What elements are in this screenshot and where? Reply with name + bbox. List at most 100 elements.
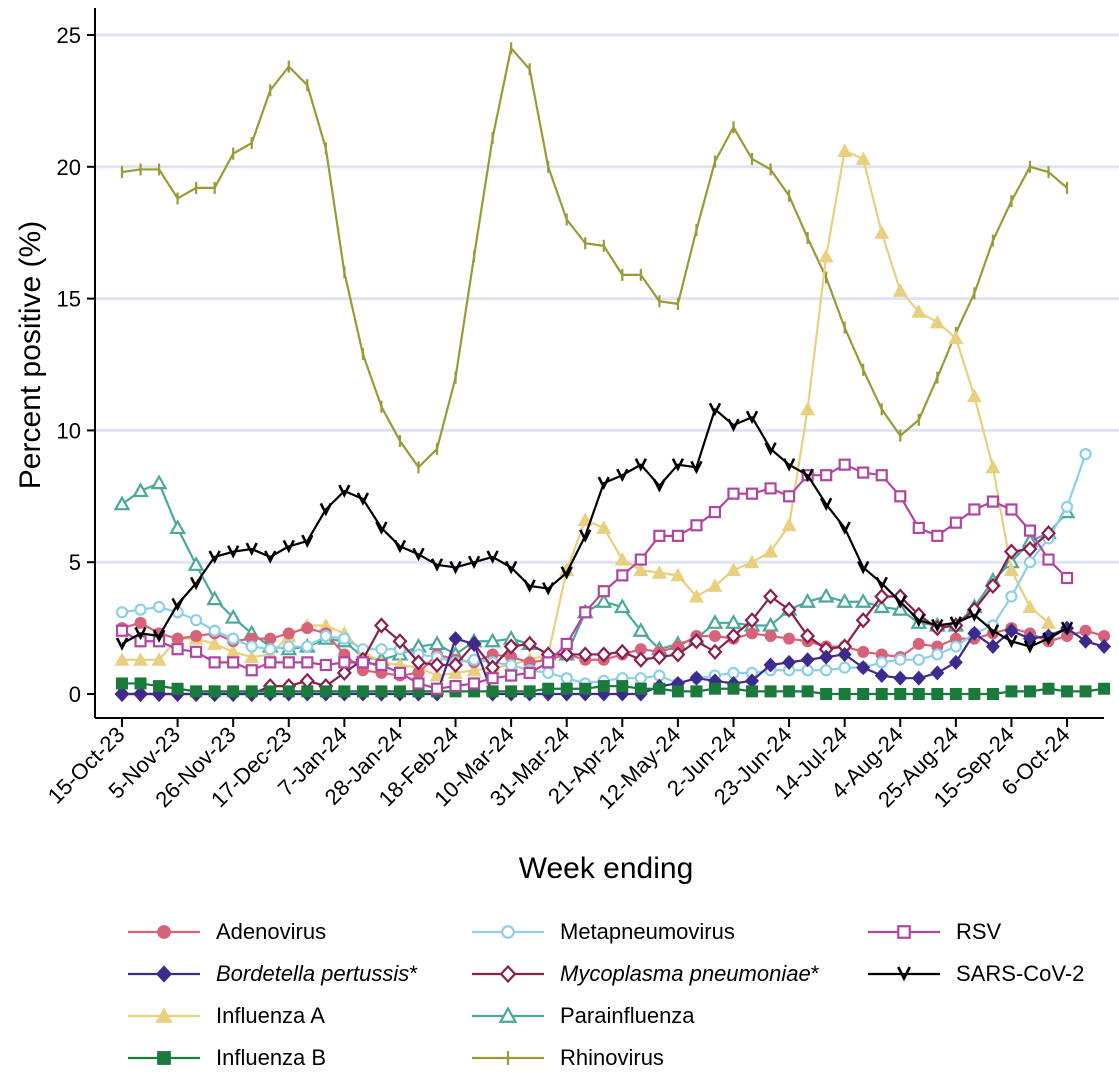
data-point: [505, 685, 518, 698]
series-influenza-b: [116, 677, 1111, 700]
data-point: [1042, 682, 1055, 695]
legend-label: Metapneumovirus: [560, 919, 735, 944]
data-point: [875, 576, 888, 591]
y-tick-label: 10: [57, 418, 81, 443]
data-point: [632, 622, 650, 637]
data-point: [393, 539, 407, 554]
data-point: [560, 682, 573, 695]
data-point: [894, 595, 907, 609]
data-point: [764, 442, 777, 456]
data-point: [171, 643, 184, 656]
data-point: [801, 468, 814, 483]
data-point: [171, 632, 184, 645]
line-chart: 051015202515-Oct-235-Nov-2326-Nov-2317-D…: [14, 8, 1119, 885]
data-point: [338, 632, 351, 645]
data-point: [245, 640, 258, 653]
data-point: [985, 639, 1000, 655]
y-tick-label: 20: [57, 155, 81, 180]
data-point: [893, 670, 908, 686]
data-point: [1023, 639, 1037, 654]
data-point: [430, 682, 444, 695]
data-point: [614, 552, 630, 566]
data-point: [653, 479, 666, 493]
data-point: [264, 685, 277, 698]
data-point: [206, 590, 224, 606]
data-point: [1005, 634, 1018, 649]
legend-item: SARS-CoV-2: [868, 959, 1084, 989]
data-point: [282, 539, 295, 554]
data-point: [155, 1007, 173, 1023]
data-point: [264, 656, 277, 669]
data-point: [227, 632, 240, 645]
data-point: [1098, 682, 1111, 695]
data-point: [505, 669, 518, 682]
data-point: [597, 680, 610, 693]
data-point: [875, 656, 888, 669]
data-point: [912, 653, 925, 666]
data-point: [968, 688, 981, 700]
data-point: [189, 576, 203, 591]
data-point: [579, 529, 592, 543]
data-point: [746, 627, 759, 640]
data-point: [708, 630, 721, 643]
legend-label: SARS-CoV-2: [956, 961, 1085, 986]
legend-label: Adenovirus: [216, 919, 327, 944]
y-tick-label: 5: [69, 550, 81, 575]
series-sars-cov-2: [115, 402, 1074, 654]
data-point: [504, 560, 518, 575]
data-point: [781, 601, 797, 618]
data-point: [523, 666, 536, 680]
data-point: [985, 577, 1001, 595]
data-point: [745, 487, 759, 500]
legend-swatch: [868, 925, 940, 939]
data-point: [653, 529, 666, 542]
data-point: [838, 521, 851, 535]
data-point: [1022, 540, 1038, 558]
data-point: [375, 521, 388, 535]
data-point: [929, 314, 945, 329]
legend-label: Influenza A: [216, 1003, 325, 1028]
data-point: [1023, 685, 1036, 698]
legend-label: Parainfluenza: [560, 1003, 695, 1028]
data-point: [1079, 624, 1092, 637]
data-point: [375, 643, 388, 656]
data-point: [1005, 685, 1018, 698]
data-point: [1022, 599, 1038, 614]
data-point: [498, 1006, 518, 1023]
data-point: [688, 588, 704, 603]
data-point: [225, 644, 241, 658]
data-point: [319, 629, 332, 643]
series-rsv: [115, 458, 1074, 695]
data-point: [208, 624, 221, 637]
data-point: [1079, 448, 1092, 461]
data-point: [449, 679, 462, 693]
data-point: [634, 643, 647, 656]
data-point: [616, 680, 629, 693]
data-point: [134, 616, 147, 629]
data-point: [837, 646, 852, 662]
series-layer: [113, 42, 1112, 703]
data-point: [1023, 524, 1037, 537]
data-point: [800, 401, 816, 416]
data-point: [744, 612, 760, 629]
series-rhinovirus: [120, 42, 1069, 474]
legend-item: RSV: [868, 917, 1001, 947]
data-point: [169, 519, 186, 535]
data-point: [763, 657, 778, 673]
data-point: [817, 587, 835, 603]
data-point: [501, 925, 515, 939]
data-point: [670, 567, 686, 582]
data-point: [190, 630, 203, 643]
data-point: [410, 654, 426, 671]
data-point: [579, 606, 592, 619]
data-point: [764, 630, 777, 643]
data-point: [1003, 543, 1019, 560]
data-point: [837, 143, 853, 157]
data-point: [171, 597, 184, 612]
data-point: [873, 598, 891, 614]
data-point: [134, 603, 147, 616]
data-point: [874, 225, 890, 239]
data-point: [115, 637, 129, 651]
data-point: [968, 608, 981, 622]
data-point: [930, 665, 945, 681]
